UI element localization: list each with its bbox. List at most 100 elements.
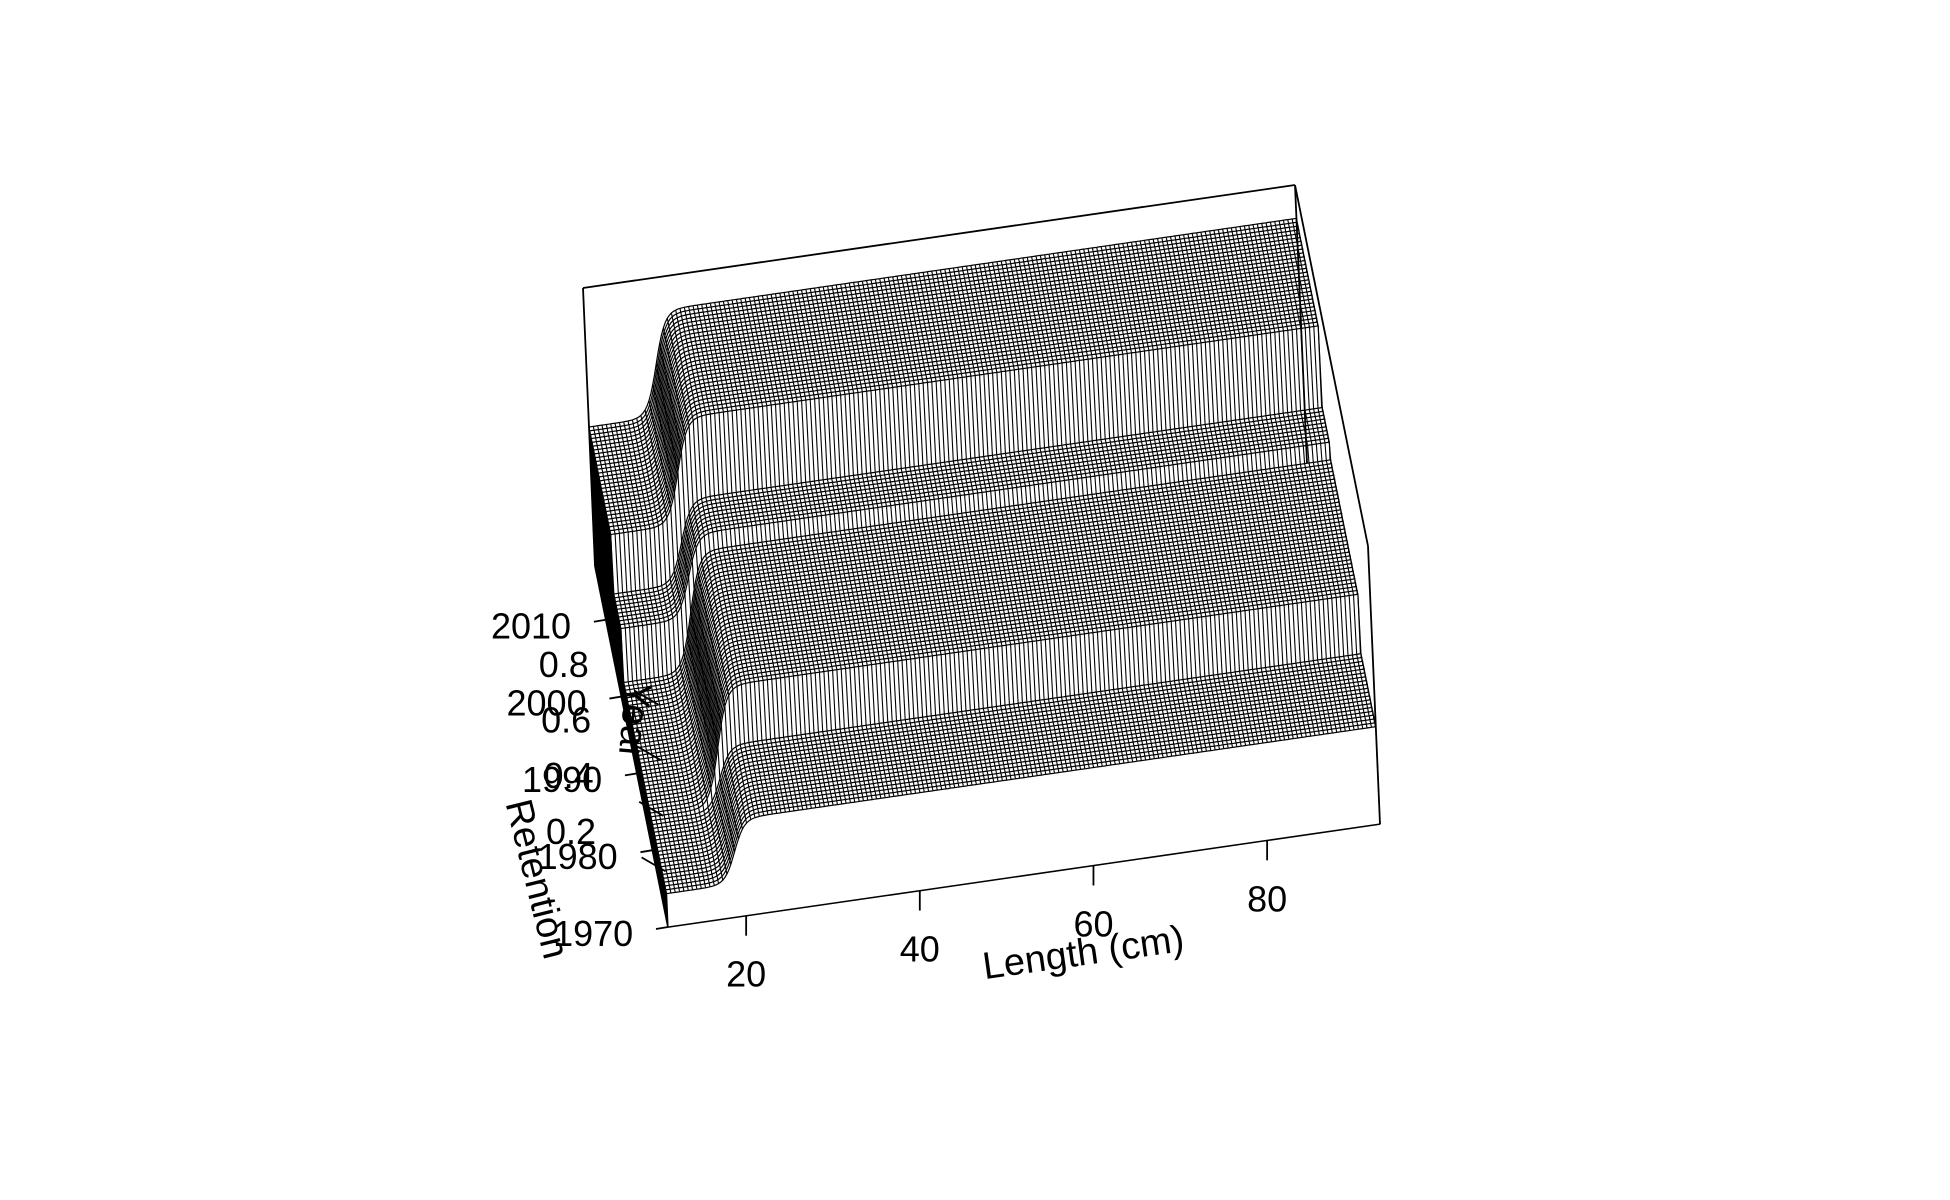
surface-length-line [909, 274, 990, 783]
surface-length-line [648, 400, 728, 875]
surface-length-line [1191, 233, 1273, 742]
surface-length-line [740, 298, 821, 808]
surface-length-line [1005, 260, 1086, 769]
surface-length-line [783, 292, 865, 801]
surface-length-line [1148, 239, 1229, 749]
surface-length-line [1239, 226, 1320, 736]
box-edge-back-left-vertical [582, 287, 596, 567]
y-axis-tick [593, 618, 607, 623]
surface-length-line [1174, 235, 1255, 745]
surface-length-line [1222, 228, 1303, 738]
surface-length-line [887, 277, 969, 786]
surface-length-line [761, 295, 843, 805]
surface-length-line [623, 421, 702, 889]
surface-length-line [1295, 218, 1377, 727]
surface-length-line [800, 289, 882, 799]
surface-length-line [655, 363, 736, 852]
surface-length-line [1256, 223, 1338, 733]
surface-length-line [670, 312, 752, 820]
surface-length-line [857, 281, 938, 791]
surface-length-line [1291, 218, 1373, 728]
y-axis-tick-label: 1980 [538, 836, 618, 877]
surface-length-line [905, 274, 986, 784]
surface-length-line [1178, 235, 1260, 744]
surface-length-line [1117, 243, 1199, 753]
z-axis-tick-label: 0.8 [539, 644, 589, 685]
y-axis-tick [655, 926, 669, 930]
y-axis-tick-label: 2010 [491, 606, 571, 647]
surface-length-line [1039, 255, 1121, 764]
surface-length-line [787, 291, 869, 801]
z-axis-tick-label: 0.6 [541, 700, 591, 741]
surface-length-line [796, 290, 878, 799]
surface-length-line [605, 424, 685, 892]
surface-length-line [1187, 233, 1268, 743]
surface-length-line [1100, 246, 1181, 756]
surface-length-line [948, 268, 1030, 778]
surface-length-line [1243, 225, 1325, 735]
surface-length-line [978, 264, 1060, 773]
surface-length-line [987, 262, 1069, 772]
surface-length-line [1156, 238, 1238, 747]
surface-length-line [722, 301, 804, 810]
z-axis-tick-label: 0.4 [544, 755, 594, 796]
surface-length-line [1091, 247, 1173, 757]
surface-length-line [853, 282, 934, 791]
surface-length-line [870, 279, 951, 789]
surface-length-line [1269, 221, 1351, 731]
surface-length-line [640, 415, 720, 884]
surface-length-line [753, 296, 834, 806]
surface-length-line [1165, 237, 1247, 746]
surface-length-line [1196, 232, 1277, 742]
surface-length-line [770, 294, 852, 803]
surface-length-line [662, 327, 743, 830]
surface-length-line [1265, 222, 1346, 732]
surface-length-line [701, 304, 782, 813]
surface-length-line [757, 296, 839, 805]
y-axis-tick-label: 2000 [507, 682, 587, 723]
surface-length-line [1139, 240, 1221, 750]
surface-length-line [705, 303, 786, 813]
surface-length-line [1130, 242, 1212, 751]
surface-length-line [1000, 260, 1082, 770]
surface-length-line [1013, 259, 1095, 768]
surface-length-line [659, 343, 740, 839]
surface-length-line [1274, 221, 1355, 730]
surface-length-line [666, 318, 748, 824]
surface-length-line [1070, 250, 1151, 760]
box-front-edges [582, 184, 1381, 825]
surface-length-line [1057, 252, 1138, 762]
surface-length-line [991, 262, 1073, 771]
surface-length-line [1087, 248, 1168, 757]
surface-length-line [644, 409, 724, 881]
surface-length-line [900, 275, 982, 784]
surface-length-line [1113, 244, 1195, 754]
z-axis-tick [636, 745, 662, 761]
surface-length-line [675, 309, 756, 818]
box-edge-front-right-vertical [1367, 545, 1381, 825]
x-axis-tick-label: 20 [726, 954, 766, 995]
surface-length-line [1104, 245, 1186, 755]
surface-length-line [922, 272, 1003, 781]
surface-length-line [957, 267, 1038, 776]
surface-length-line [636, 418, 715, 886]
surface-length-line [1183, 234, 1264, 744]
surface-length-line [709, 302, 791, 812]
z-axis-tick [633, 689, 659, 706]
surface-length-line [935, 270, 1017, 779]
surface-length-line [805, 289, 886, 798]
surface-length-line [779, 292, 860, 802]
surface-length-line [718, 301, 799, 811]
surface-length-line [1031, 256, 1112, 766]
surface-length-line [1282, 220, 1364, 729]
surface-length-line [714, 302, 795, 811]
surface-length-line [866, 280, 947, 790]
surface-length-line [1083, 248, 1164, 758]
surface-length-line [848, 282, 930, 792]
surface-length-line [1143, 240, 1225, 749]
surface-length-line [818, 287, 899, 796]
surface-mesh [588, 217, 1381, 928]
surface-length-line [748, 297, 830, 806]
y-axis-tick-label: 1970 [553, 913, 633, 954]
